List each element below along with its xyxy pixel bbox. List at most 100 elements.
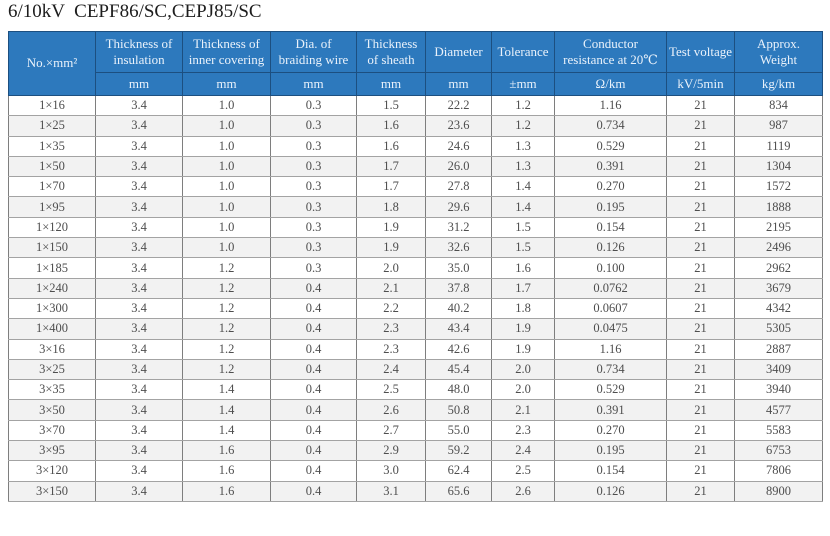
value-cell: 21 <box>666 196 735 218</box>
value-cell: 0.4 <box>270 379 357 401</box>
value-cell: 0.4 <box>270 399 357 421</box>
value-cell: 21 <box>666 419 735 442</box>
value-cell: 3.4 <box>95 155 183 178</box>
value-cell: 0.734 <box>554 115 667 137</box>
value-cell: 987 <box>734 115 823 137</box>
value-cell: 0.0475 <box>554 318 667 340</box>
value-cell: 2.4 <box>356 358 426 381</box>
table-row: 3×120 3.4 1.6 0.4 3.0 62.4 2.5 0.154 21 7806 <box>8 460 823 482</box>
value-cell: 0.734 <box>554 358 667 381</box>
value-cell: 3.4 <box>95 358 183 381</box>
row-size-cell: 1×240 <box>8 277 96 299</box>
column-header-insulation: Thickness of insulation <box>95 31 183 73</box>
value-cell: 1.6 <box>182 480 271 502</box>
value-cell: 0.4 <box>270 277 357 299</box>
value-cell: 1.0 <box>182 135 271 157</box>
value-cell: 1.5 <box>491 237 555 259</box>
value-cell: 3.4 <box>95 338 183 360</box>
column-header-weight: Approx. Weight <box>734 31 823 73</box>
table-row: 3×150 3.4 1.6 0.4 3.1 65.6 2.6 0.126 21 8900 <box>8 480 823 502</box>
value-cell: 1119 <box>734 135 823 157</box>
row-size-cell: 3×25 <box>8 358 96 381</box>
value-cell: 29.6 <box>425 196 492 218</box>
table-row: 1×16 3.4 1.0 0.3 1.5 22.2 1.2 1.16 21 834 <box>8 94 823 117</box>
value-cell: 1304 <box>734 155 823 178</box>
value-cell: 21 <box>666 216 735 239</box>
row-size-cell: 3×120 <box>8 460 96 482</box>
value-cell: 1.0 <box>182 237 271 259</box>
value-cell: 21 <box>666 94 735 117</box>
value-cell: 1.7 <box>491 277 555 299</box>
value-cell: 2962 <box>734 257 823 279</box>
value-cell: 3940 <box>734 379 823 401</box>
value-cell: 0.4 <box>270 297 357 320</box>
value-cell: 21 <box>666 480 735 502</box>
spec-table-body: 1×16 3.4 1.0 0.3 1.5 22.2 1.2 1.16 21 834 1×25 3.4 1… <box>8 94 823 502</box>
value-cell: 2.1 <box>356 277 426 299</box>
value-cell: 3.1 <box>356 480 426 502</box>
row-size-cell: 1×25 <box>8 115 96 137</box>
value-cell: 2496 <box>734 237 823 259</box>
value-cell: 1.2 <box>182 338 271 360</box>
value-cell: 1.7 <box>356 155 426 178</box>
value-cell: 65.6 <box>425 480 492 502</box>
value-cell: 0.529 <box>554 135 667 157</box>
value-cell: 1.0 <box>182 115 271 137</box>
value-cell: 59.2 <box>425 440 492 462</box>
value-cell: 1.4 <box>491 196 555 218</box>
value-cell: 8900 <box>734 480 823 502</box>
table-row: 1×150 3.4 1.0 0.3 1.9 32.6 1.5 0.126 21 2496 <box>8 237 823 259</box>
value-cell: 1.5 <box>356 94 426 117</box>
value-cell: 23.6 <box>425 115 492 137</box>
value-cell: 21 <box>666 115 735 137</box>
value-cell: 32.6 <box>425 237 492 259</box>
value-cell: 0.3 <box>270 196 357 218</box>
value-cell: 1.6 <box>356 135 426 157</box>
value-cell: 0.0607 <box>554 297 667 320</box>
unit-inner-covering: mm <box>182 72 271 96</box>
value-cell: 3.4 <box>95 257 183 279</box>
table-row: 1×185 3.4 1.2 0.3 2.0 35.0 1.6 0.100 21 2962 <box>8 257 823 279</box>
value-cell: 2.6 <box>356 399 426 421</box>
value-cell: 0.3 <box>270 115 357 137</box>
value-cell: 1.2 <box>182 257 271 279</box>
value-cell: 0.3 <box>270 257 357 279</box>
table-row: 3×95 3.4 1.6 0.4 2.9 59.2 2.4 0.195 21 6753 <box>8 440 823 462</box>
unit-insulation: mm <box>95 72 183 96</box>
value-cell: 834 <box>734 94 823 117</box>
value-cell: 1.4 <box>491 176 555 198</box>
value-cell: 2.5 <box>491 460 555 482</box>
value-cell: 2.2 <box>356 297 426 320</box>
row-size-cell: 1×185 <box>8 257 96 279</box>
table-row: 3×35 3.4 1.4 0.4 2.5 48.0 2.0 0.529 21 3940 <box>8 379 823 401</box>
value-cell: 1.4 <box>182 379 271 401</box>
value-cell: 43.4 <box>425 318 492 340</box>
value-cell: 1.4 <box>182 419 271 442</box>
value-cell: 1.16 <box>554 94 667 117</box>
row-size-cell: 3×35 <box>8 379 96 401</box>
value-cell: 0.4 <box>270 480 357 502</box>
value-cell: 0.270 <box>554 176 667 198</box>
value-cell: 21 <box>666 379 735 401</box>
value-cell: 1.7 <box>356 176 426 198</box>
row-size-cell: 1×70 <box>8 176 96 198</box>
value-cell: 3.4 <box>95 115 183 137</box>
value-cell: 0.4 <box>270 419 357 442</box>
value-cell: 2.9 <box>356 440 426 462</box>
value-cell: 3.0 <box>356 460 426 482</box>
value-cell: 1.9 <box>491 338 555 360</box>
value-cell: 37.8 <box>425 277 492 299</box>
value-cell: 21 <box>666 135 735 157</box>
value-cell: 3.4 <box>95 196 183 218</box>
value-cell: 21 <box>666 277 735 299</box>
value-cell: 1.8 <box>491 297 555 320</box>
value-cell: 1.0 <box>182 216 271 239</box>
value-cell: 21 <box>666 155 735 178</box>
value-cell: 1.0 <box>182 196 271 218</box>
row-size-cell: 3×50 <box>8 399 96 421</box>
value-cell: 1.9 <box>491 318 555 340</box>
value-cell: 2.3 <box>356 318 426 340</box>
table-row: 1×240 3.4 1.2 0.4 2.1 37.8 1.7 0.0762 21 3679 <box>8 277 823 299</box>
value-cell: 3.4 <box>95 460 183 482</box>
